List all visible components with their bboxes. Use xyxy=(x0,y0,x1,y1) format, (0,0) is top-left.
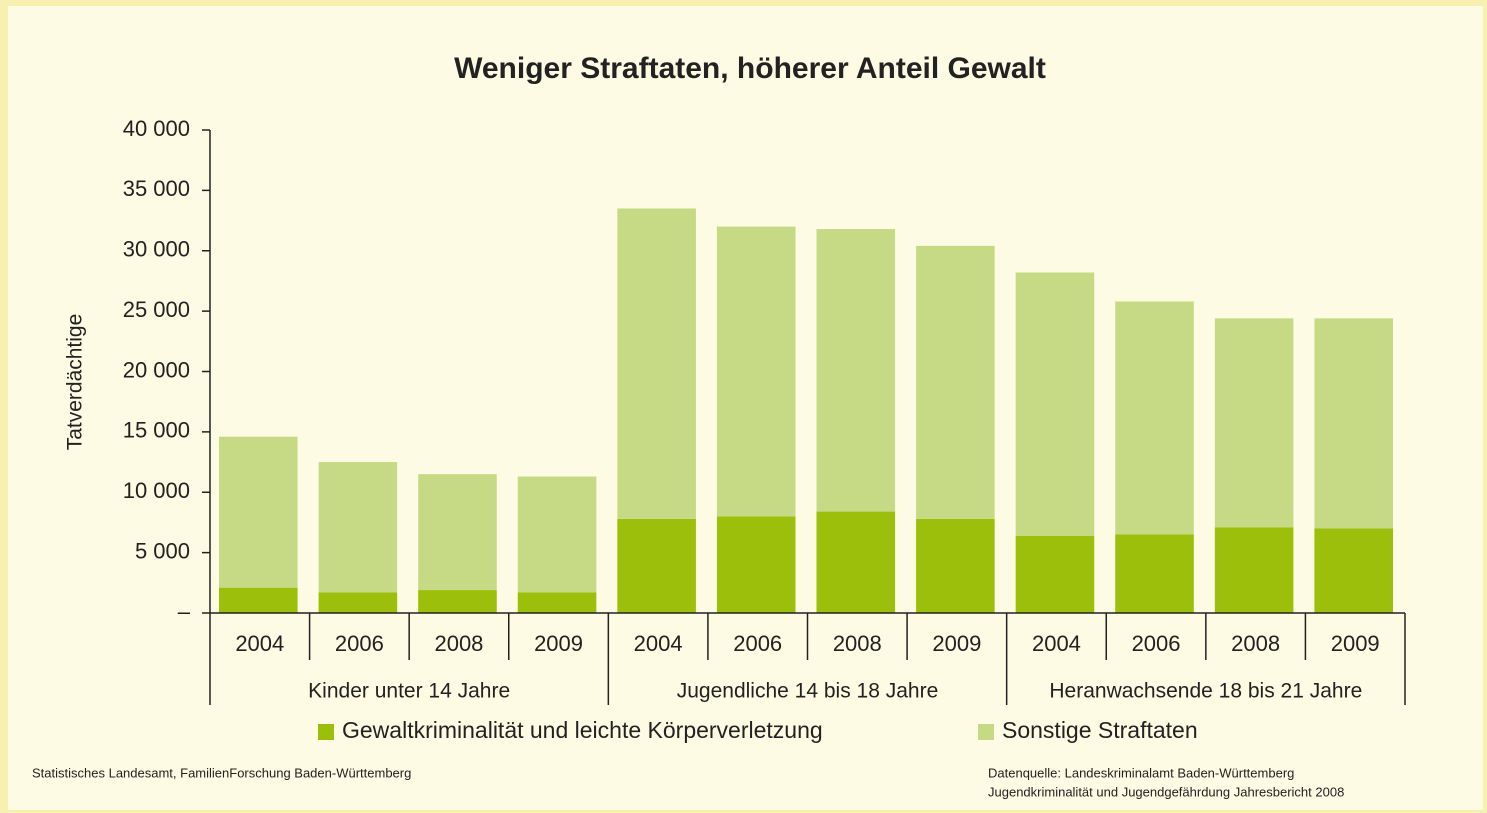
bar-segment xyxy=(517,476,597,593)
bar-segment xyxy=(1115,534,1194,613)
bar-segment xyxy=(816,229,896,512)
legend-swatch xyxy=(318,724,334,740)
y-tick-label: 40 000 xyxy=(123,116,190,141)
y-tick-label: 30 000 xyxy=(123,237,190,262)
bar-segment xyxy=(1015,535,1095,613)
x-tick-label: 2004 xyxy=(1032,631,1081,656)
bar-segment xyxy=(318,592,398,613)
group-label: Heranwachsende 18 bis 21 Jahre xyxy=(1049,680,1362,703)
bar-segment xyxy=(716,226,796,517)
x-tick-label: 2006 xyxy=(335,631,384,656)
y-tick-label: 10 000 xyxy=(123,478,190,503)
x-tick-label: 2004 xyxy=(634,631,683,656)
y-tick-label: 15 000 xyxy=(123,418,190,443)
group-label: Jugendliche 14 bis 18 Jahre xyxy=(677,680,939,703)
bar-segment xyxy=(418,474,497,591)
x-tick-label: 2006 xyxy=(733,631,782,656)
bar-segment xyxy=(1214,318,1294,528)
x-tick-label: 2009 xyxy=(1331,631,1380,656)
legend-label: Gewaltkriminalität und leichte Körperver… xyxy=(342,717,823,743)
bar-segment xyxy=(617,518,696,613)
x-tick-label: 2008 xyxy=(833,631,882,656)
bar-segment xyxy=(1015,272,1095,536)
bar-segment xyxy=(1214,527,1294,613)
bar-segment xyxy=(617,208,696,519)
bar-segment xyxy=(916,518,995,613)
group-label: Kinder unter 14 Jahre xyxy=(308,680,510,703)
source: Jugendkriminalität und Jugendgefährdung … xyxy=(988,784,1344,799)
x-tick-label: 2008 xyxy=(434,631,483,656)
x-tick-label: 2009 xyxy=(534,631,583,656)
y-tick-label: 20 000 xyxy=(123,357,190,382)
bar-segment xyxy=(219,436,298,588)
x-tick-label: 2009 xyxy=(932,631,981,656)
y-tick-label: 25 000 xyxy=(123,297,190,322)
source: Datenquelle: Landeskriminalamt Baden-Wür… xyxy=(988,765,1294,780)
y-axis-label: Tatverdächtige xyxy=(64,314,87,451)
bar-segment xyxy=(916,245,995,519)
legend-swatch xyxy=(978,724,994,740)
bar-segment xyxy=(716,516,796,613)
y-tick-label: – xyxy=(178,599,191,624)
bar-segment xyxy=(1314,528,1393,613)
y-tick-label: 35 000 xyxy=(123,176,190,201)
bar-segment xyxy=(816,511,896,613)
bar-segment xyxy=(219,587,298,613)
bar-segment xyxy=(318,462,398,593)
bar-segment xyxy=(1115,301,1194,535)
source: Statistisches Landesamt, FamilienForschu… xyxy=(32,765,411,780)
x-tick-label: 2006 xyxy=(1132,631,1181,656)
bar-segment xyxy=(1314,318,1393,529)
bar-segment xyxy=(418,590,497,613)
x-tick-label: 2008 xyxy=(1231,631,1280,656)
chart-title: Weniger Straftaten, höherer Anteil Gewal… xyxy=(454,52,1046,85)
legend-label: Sonstige Straftaten xyxy=(1002,717,1198,743)
y-tick-label: 5 000 xyxy=(135,538,190,563)
bar-segment xyxy=(517,592,597,613)
x-tick-label: 2004 xyxy=(235,631,284,656)
